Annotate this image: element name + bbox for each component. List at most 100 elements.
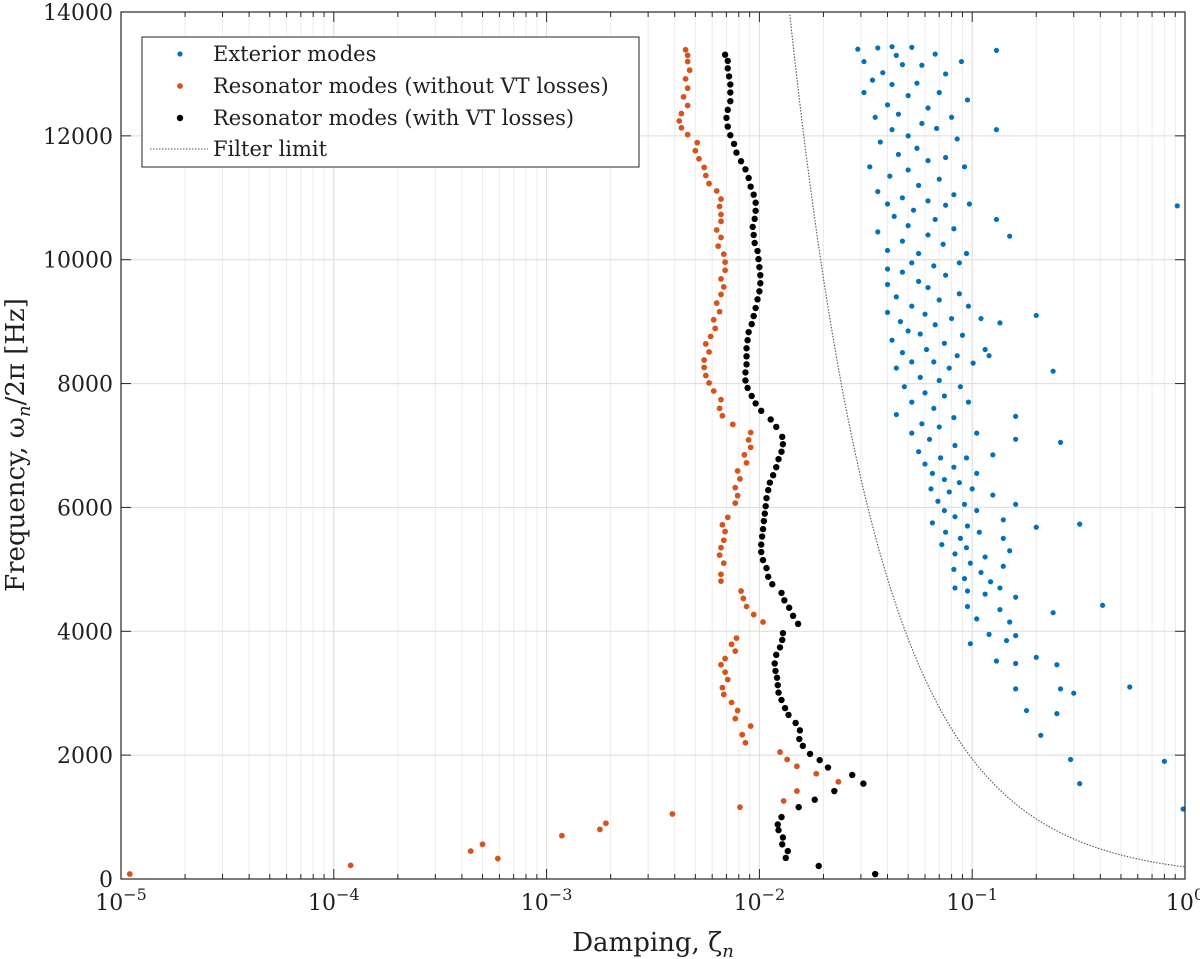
resonator-mode-without-vt-point — [559, 832, 565, 839]
exterior-mode-point — [961, 164, 968, 170]
resonator-mode-with-vt-point — [774, 821, 781, 828]
resonator-mode-with-vt-point — [762, 502, 769, 510]
exterior-mode-point — [909, 430, 915, 436]
exterior-mode-point — [936, 377, 942, 384]
exterior-mode-point — [869, 77, 876, 83]
resonator-mode-without-vt-point — [724, 676, 731, 683]
x-tick-label: 100 — [1166, 885, 1200, 916]
exterior-mode-point — [990, 492, 996, 498]
resonator-mode-with-vt-point — [789, 612, 797, 619]
exterior-mode-point — [954, 136, 960, 142]
exterior-mode-point — [943, 71, 949, 77]
resonator-mode-without-vt-point — [702, 341, 709, 347]
resonator-mode-without-vt-point — [686, 67, 693, 74]
resonator-mode-without-vt-point — [793, 788, 800, 794]
resonator-mode-without-vt-point — [713, 188, 720, 194]
resonator-mode-with-vt-point — [757, 272, 764, 279]
exterior-mode-point — [925, 158, 931, 164]
resonator-mode-without-vt-point — [740, 595, 747, 602]
resonator-mode-without-vt-point — [603, 820, 609, 827]
exterior-mode-point — [941, 340, 947, 346]
resonator-mode-with-vt-point — [724, 57, 731, 65]
exterior-mode-point — [875, 229, 881, 235]
resonator-mode-without-vt-point — [479, 841, 486, 848]
exterior-mode-point — [936, 424, 942, 430]
resonator-mode-without-vt-point — [718, 578, 724, 585]
exterior-mode-point — [922, 390, 928, 396]
exterior-mode-point — [895, 111, 902, 117]
exterior-mode-point — [899, 195, 906, 201]
resonator-mode-with-vt-point — [860, 780, 867, 787]
resonator-mode-with-vt-point — [752, 207, 759, 214]
resonator-mode-without-vt-point — [718, 291, 724, 298]
exterior-mode-point — [952, 442, 958, 449]
exterior-mode-point — [909, 44, 915, 50]
resonator-mode-with-vt-point — [781, 704, 789, 712]
resonator-mode-with-vt-point — [773, 463, 780, 471]
resonator-mode-without-vt-point — [718, 196, 724, 202]
resonator-mode-without-vt-point — [669, 811, 676, 817]
exterior-mode-point — [986, 631, 992, 637]
exterior-mode-point — [974, 470, 980, 476]
exterior-mode-point — [958, 58, 965, 65]
exterior-mode-point — [1013, 633, 1019, 639]
resonator-mode-with-vt-point — [767, 416, 774, 423]
exterior-mode-point — [872, 114, 878, 120]
exterior-mode-point — [899, 62, 906, 68]
exterior-mode-point — [956, 291, 962, 297]
exterior-mode-point — [1023, 707, 1030, 714]
resonator-mode-without-vt-point — [722, 259, 729, 266]
resonator-mode-with-vt-point — [751, 215, 758, 223]
exterior-mode-point — [1013, 686, 1019, 692]
resonator-mode-with-vt-point — [742, 377, 749, 384]
resonator-mode-with-vt-point — [849, 771, 856, 779]
exterior-mode-point — [1057, 686, 1064, 692]
exterior-mode-point — [951, 464, 957, 470]
resonator-mode-without-vt-point — [684, 131, 691, 138]
resonator-mode-with-vt-point — [754, 247, 761, 255]
exterior-mode-point — [884, 102, 891, 108]
exterior-mode-point — [928, 486, 934, 492]
resonator-mode-with-vt-point — [755, 255, 762, 263]
exterior-mode-point — [956, 480, 962, 486]
exterior-mode-point — [861, 89, 867, 96]
exterior-mode-point — [956, 260, 962, 266]
exterior-mode-point — [1013, 413, 1019, 419]
x-tick-label: 10−4 — [308, 885, 360, 916]
exterior-mode-point — [925, 105, 931, 111]
resonator-mode-without-vt-point — [694, 139, 701, 146]
resonator-mode-with-vt-point — [795, 803, 802, 811]
exterior-mode-point — [943, 202, 949, 208]
resonator-mode-with-vt-point — [806, 750, 814, 758]
exterior-mode-point — [931, 405, 937, 411]
exterior-mode-point — [946, 489, 952, 495]
exterior-mode-point — [861, 58, 867, 65]
exterior-mode-point — [957, 384, 963, 390]
legend-label-filter-limit: Filter limit — [213, 137, 328, 161]
exterior-mode-point — [987, 579, 994, 585]
resonator-mode-with-vt-point — [742, 369, 749, 376]
resonator-mode-with-vt-point — [815, 862, 822, 870]
resonator-mode-with-vt-point — [871, 870, 879, 878]
resonator-mode-with-vt-point — [761, 510, 768, 517]
exterior-mode-point — [1071, 690, 1077, 696]
exterior-mode-point — [929, 520, 935, 526]
resonator-mode-without-vt-point — [718, 544, 724, 551]
resonator-mode-with-vt-point — [779, 841, 786, 848]
resonator-mode-with-vt-point — [765, 573, 772, 580]
exterior-mode-point — [925, 198, 931, 204]
resonator-mode-with-vt-point — [748, 392, 755, 400]
resonator-mode-with-vt-point — [727, 81, 734, 88]
exterior-mode-point — [923, 346, 930, 353]
exterior-mode-point — [884, 201, 891, 207]
exterior-mode-point — [895, 151, 902, 158]
exterior-mode-point — [1033, 312, 1039, 319]
resonator-mode-with-vt-point — [769, 472, 777, 479]
exterior-mode-point — [966, 201, 972, 207]
exterior-mode-point — [952, 551, 958, 557]
exterior-mode-point — [1174, 203, 1180, 209]
legend-marker-resonator-with-vt — [176, 114, 184, 122]
resonator-mode-without-vt-point — [743, 603, 750, 610]
exterior-mode-points — [855, 44, 1186, 812]
exterior-mode-point — [1100, 602, 1106, 608]
